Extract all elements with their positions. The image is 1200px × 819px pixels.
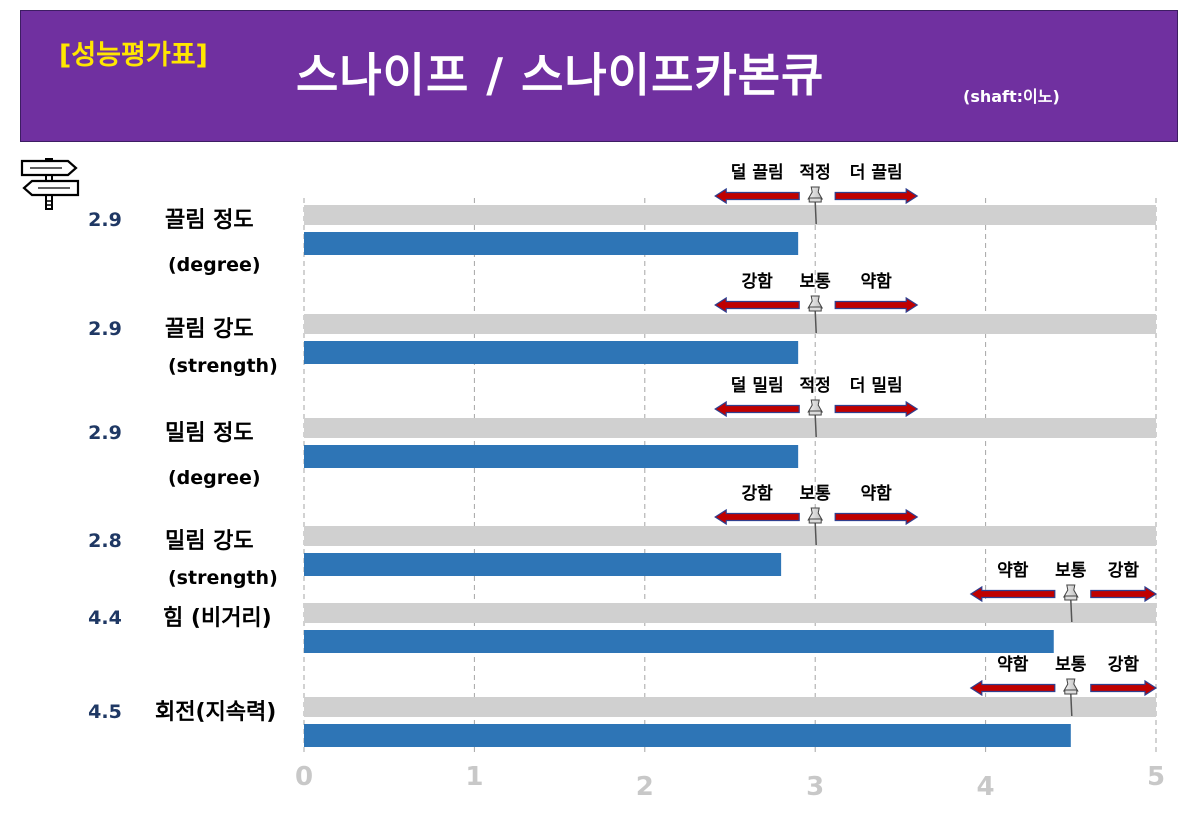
right-arrow [834, 508, 919, 526]
left-arrow [714, 400, 800, 418]
scale-left-label: 약함 [997, 560, 1029, 581]
x-axis-ticks: 0 1 2 3 4 5 [295, 762, 1165, 802]
left-arrow [714, 508, 800, 526]
x-tick-label: 5 [1147, 762, 1165, 792]
scale-left-label: 강함 [742, 271, 774, 292]
score-value: 2.9 [88, 422, 122, 444]
performance-badge: [성능평가표] [59, 40, 208, 71]
scale-mid-label: 보통 [1055, 655, 1087, 675]
x-tick-label: 1 [465, 762, 483, 792]
chart-row: 2.8 밀림 강도(strength)강함 보통 약함 [88, 483, 1156, 589]
scale-mid-label: 보통 [800, 272, 832, 292]
value-bar [304, 445, 799, 468]
right-arrow [1090, 679, 1158, 697]
category-label: 끌림 강도 [165, 317, 254, 342]
pushpin-icon [807, 295, 824, 334]
chart-row: 2.9 밀림 정도 (degree) 덜 밀림 적정 더 밀림 [88, 375, 1156, 489]
category-label: 회전(지속력) [155, 700, 276, 725]
x-tick-label: 0 [295, 762, 313, 792]
scale-left-label: 강함 [742, 483, 774, 504]
right-arrow [834, 400, 919, 418]
scale-mid-label: 적정 [800, 376, 831, 396]
scale-left-label: 덜 밀림 [731, 375, 784, 396]
scale-left-label: 덜 끌림 [731, 163, 784, 183]
category-sublabel: (strength) [168, 567, 278, 589]
value-bar [304, 553, 782, 576]
scale-mid-label: 보통 [800, 484, 832, 504]
category-label: 밀림 정도 [165, 421, 254, 446]
chart-row: 2.9 끌림 강도 (strength) 강함 보통 약함 [88, 271, 1156, 377]
signpost-icon [20, 158, 80, 210]
chart-row: 4.5 회전(지속력) 약함 보통 강함 [88, 654, 1158, 747]
scale-track [304, 603, 1156, 623]
score-value: 2.9 [88, 209, 122, 231]
value-bar [304, 232, 799, 255]
scale-right-label: 강함 [1108, 654, 1140, 675]
scale-right-label: 더 밀림 [850, 375, 903, 396]
left-arrow [714, 187, 800, 205]
grid-lines [303, 198, 1157, 752]
page-title: 스나이프 / 스나이프카본큐 [296, 48, 825, 102]
shaft-subtitle: (shaft:이노) [963, 87, 1060, 106]
x-tick-label: 3 [806, 772, 824, 802]
scale-track [304, 314, 1156, 334]
scale-right-label: 약함 [861, 271, 893, 292]
x-tick-label: 4 [977, 772, 995, 802]
pushpin-icon [1062, 678, 1079, 717]
score-value: 2.9 [88, 318, 122, 340]
scale-mid-label: 적정 [800, 163, 831, 183]
x-tick-label: 2 [636, 772, 654, 802]
chart-row: 2.9 끌림 정도 (degree) 덜 끌림 적정 더 끌림 [88, 163, 1156, 276]
category-sublabel: (degree) [168, 467, 261, 489]
left-arrow [969, 585, 1056, 603]
scale-track [304, 205, 1156, 225]
scale-mid-label: 보통 [1055, 561, 1087, 581]
left-arrow [714, 296, 800, 314]
right-arrow [1090, 585, 1158, 603]
pushpin-icon [807, 186, 824, 225]
chart-rows: 2.9 끌림 정도(degree)덜 끌림 적정 더 끌림2.9 끌림 강도(stren… [88, 163, 1158, 747]
scale-right-label: 강함 [1108, 560, 1140, 581]
category-sublabel: (degree) [168, 254, 261, 276]
category-label: 힘 (비거리) [163, 606, 272, 631]
value-bar [304, 341, 799, 364]
score-value: 4.4 [88, 607, 122, 629]
scale-left-label: 약함 [997, 654, 1029, 675]
pushpin-icon [807, 507, 824, 546]
scale-track [304, 697, 1156, 717]
pushpin-icon [1062, 584, 1079, 623]
value-bar [304, 630, 1054, 653]
right-arrow [834, 187, 919, 205]
pushpin-icon [807, 399, 824, 438]
score-value: 2.8 [88, 530, 122, 552]
scale-right-label: 약함 [861, 483, 893, 504]
scale-track [304, 526, 1156, 546]
header-banner: [성능평가표] 스나이프 / 스나이프카본큐 (shaft:이노) [20, 10, 1178, 142]
category-label: 밀림 강도 [165, 529, 254, 554]
category-label: 끌림 정도 [165, 208, 254, 233]
scale-right-label: 더 끌림 [850, 163, 903, 183]
score-value: 4.5 [88, 701, 122, 723]
value-bar [304, 724, 1071, 747]
left-arrow [969, 679, 1056, 697]
right-arrow [834, 296, 919, 314]
chart-row: 4.4 힘 (비거리) 약함 보통 강함 [88, 560, 1158, 653]
scale-track [304, 418, 1156, 438]
category-sublabel: (strength) [168, 355, 278, 377]
